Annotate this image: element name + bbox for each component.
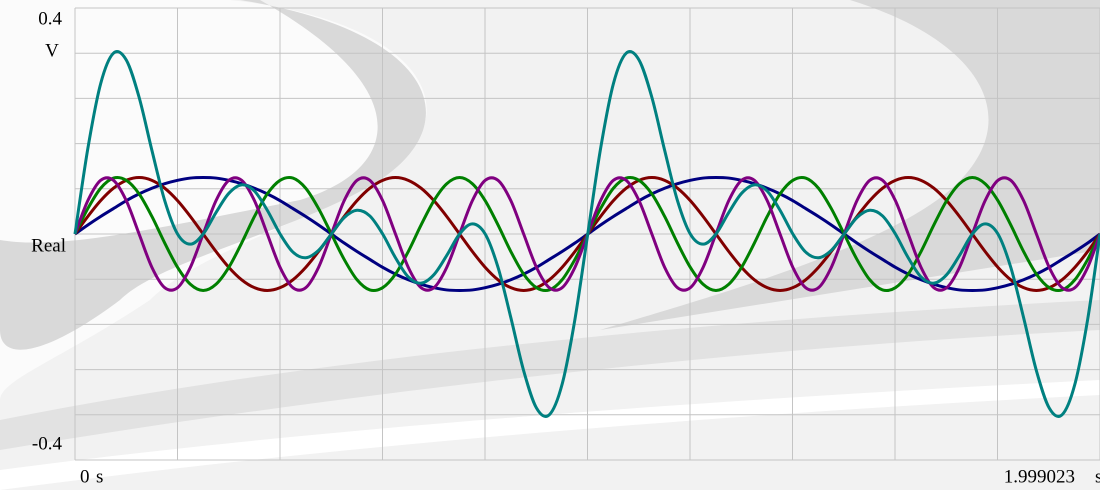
y-tick-label: 0.4 xyxy=(38,8,62,29)
y-tick-label: -0.4 xyxy=(32,433,63,454)
series-line xyxy=(73,50,1100,418)
y-unit: V xyxy=(45,40,59,61)
x-tick-label: 1.999023 xyxy=(1004,466,1075,487)
x-tick-label: 0 xyxy=(80,466,90,487)
y-axis-label: Real xyxy=(31,235,66,256)
plot-area xyxy=(73,50,1100,418)
x-unit: s xyxy=(96,466,103,487)
x-unit: s xyxy=(1095,466,1100,487)
